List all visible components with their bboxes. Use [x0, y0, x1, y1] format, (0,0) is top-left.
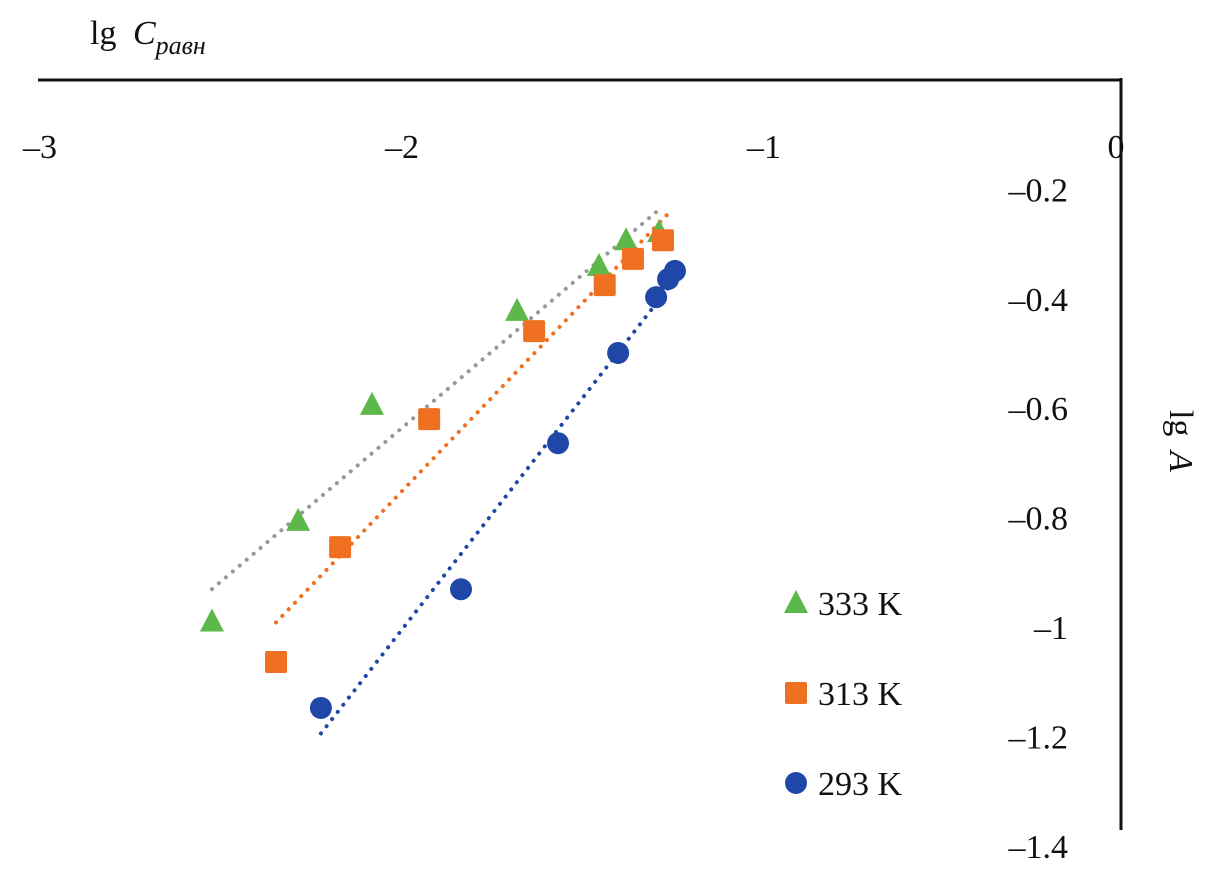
y-tick-label: –1.2	[1008, 719, 1069, 756]
data-point-square	[621, 247, 644, 270]
data-point-circle	[645, 286, 668, 309]
data-point-triangle	[505, 297, 530, 321]
trendline-313k	[274, 213, 669, 625]
y-tick-label: –0.4	[1008, 282, 1069, 319]
data-point-square	[652, 229, 675, 252]
y-tick-label: –1.4	[1008, 829, 1069, 866]
legend-marker-triangle	[784, 590, 808, 613]
data-point-triangle	[614, 227, 639, 251]
legend-label: 313 K	[818, 676, 903, 713]
x-tick-label: –3	[22, 129, 57, 166]
data-point-circle	[450, 578, 473, 601]
x-axis-label: lg Cравн	[90, 15, 206, 60]
x-tick-label: 0	[1108, 129, 1125, 166]
y-tick-label: –0.2	[1008, 172, 1069, 209]
data-point-circle	[547, 432, 570, 455]
legend-marker-square	[785, 682, 807, 704]
data-point-circle	[663, 259, 686, 282]
y-tick-label: –0.8	[1008, 501, 1069, 538]
y-tick-label: –1	[1033, 610, 1068, 647]
x-tick-label: –2	[384, 129, 419, 166]
legend-label: 333 K	[818, 586, 903, 623]
legend-label: 293 K	[818, 766, 903, 803]
data-point-triangle	[586, 252, 611, 276]
data-point-square	[593, 274, 616, 297]
data-point-square	[329, 536, 352, 559]
legend-marker-circle	[785, 772, 807, 794]
data-point-circle	[607, 341, 630, 364]
data-point-square	[523, 320, 546, 343]
data-point-circle	[309, 696, 332, 719]
data-point-triangle	[199, 608, 224, 632]
trendline-293k	[318, 272, 681, 736]
data-point-square	[418, 408, 441, 431]
data-point-square	[265, 651, 288, 674]
trendline-333k	[209, 204, 665, 592]
y-axis-label: lg A	[1162, 410, 1199, 472]
data-point-triangle	[286, 507, 311, 531]
y-tick-label: –0.6	[1008, 391, 1069, 428]
data-point-triangle	[359, 391, 384, 415]
x-tick-label: –1	[746, 129, 781, 166]
